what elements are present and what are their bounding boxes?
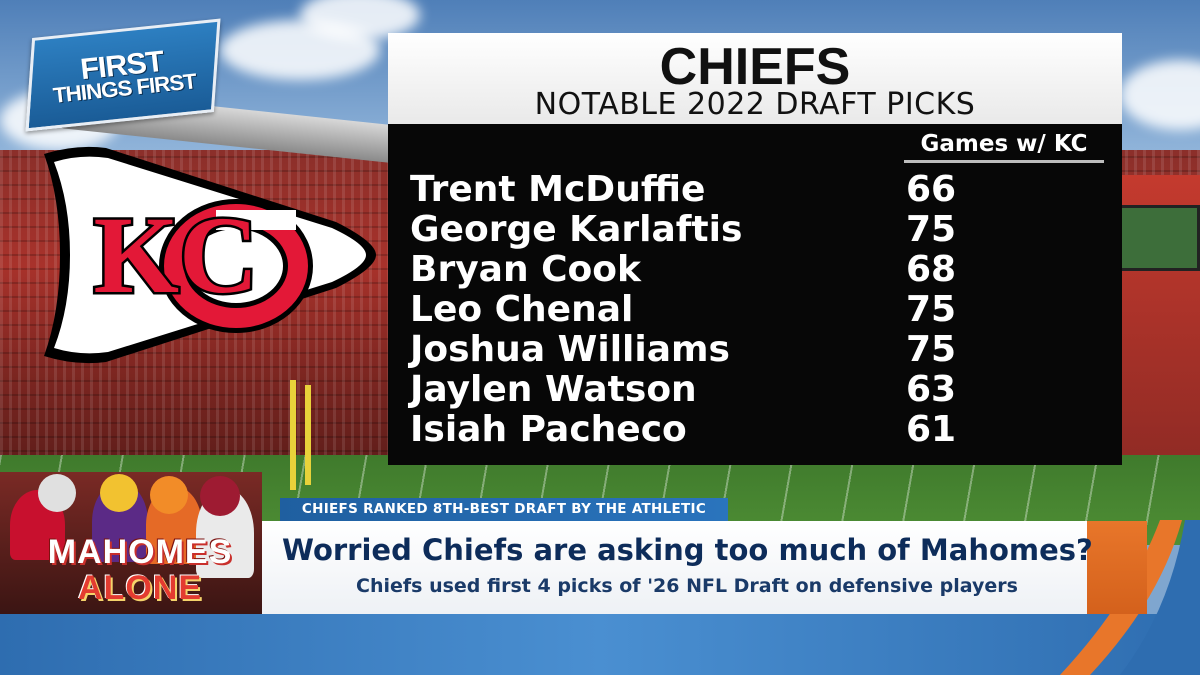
team-logo-letters: KC [94, 194, 259, 316]
ticker-text: CHIEFS RANKED 8TH-BEST DRAFT BY THE ATHL… [301, 501, 707, 517]
table-row: Trent McDuffie 66 [410, 170, 1110, 210]
player-name: Isiah Pacheco [410, 409, 687, 450]
games-value: 75 [906, 329, 957, 370]
column-header-games: Games w/ KC [920, 131, 1088, 157]
games-value: 75 [906, 209, 957, 250]
stadium-video-board [1116, 205, 1200, 271]
player-name: Leo Chenal [410, 289, 634, 330]
games-value: 63 [906, 369, 957, 410]
helmet [200, 476, 240, 516]
player-name: Jaylen Watson [410, 369, 697, 410]
column-header-underline [904, 160, 1104, 163]
bottom-decor-bar [0, 614, 1200, 675]
table-row: George Karlaftis 75 [410, 210, 1110, 250]
table-row: Leo Chenal 75 [410, 290, 1110, 330]
segment-title-line2: ALONE [78, 569, 202, 607]
games-value: 75 [906, 289, 957, 330]
player-name: Joshua Williams [410, 329, 730, 370]
player-name: Bryan Cook [410, 249, 641, 290]
table-row: Isiah Pacheco 61 [410, 410, 1110, 450]
goal-post [305, 385, 311, 485]
table-row: Bryan Cook 68 [410, 250, 1110, 290]
graphic-header: CHIEFS NOTABLE 2022 DRAFT PICKS [388, 33, 1122, 124]
lower-third-headline: Worried Chiefs are asking too much of Ma… [282, 533, 1093, 567]
graphic-title: CHIEFS [659, 38, 851, 96]
helmet [100, 474, 138, 512]
lower-third-subline: Chiefs used first 4 picks of '26 NFL Dra… [356, 575, 1018, 597]
graphic-table: Games w/ KC Trent McDuffie 66 George Kar… [388, 124, 1122, 465]
lower-third-accent [1087, 521, 1147, 614]
helmet [150, 476, 188, 514]
games-value: 61 [906, 409, 957, 450]
lower-third: Worried Chiefs are asking too much of Ma… [262, 521, 1147, 614]
graphic-subtitle: NOTABLE 2022 DRAFT PICKS [534, 87, 976, 122]
draft-picks-graphic: CHIEFS NOTABLE 2022 DRAFT PICKS Games w/… [388, 33, 1122, 465]
player-name: George Karlaftis [410, 209, 743, 250]
ticker-banner: CHIEFS RANKED 8TH-BEST DRAFT BY THE ATHL… [280, 498, 728, 521]
goal-post [290, 380, 296, 490]
games-value: 68 [906, 249, 957, 290]
table-row: Joshua Williams 75 [410, 330, 1110, 370]
helmet [38, 474, 76, 512]
games-value: 66 [906, 169, 957, 210]
segment-title-line1: MAHOMES [47, 533, 233, 571]
chiefs-arrowhead-logo: KC [44, 146, 376, 364]
player-name: Trent McDuffie [410, 169, 706, 210]
segment-badge: MAHOMES ALONE [0, 472, 262, 614]
table-row: Jaylen Watson 63 [410, 370, 1110, 410]
